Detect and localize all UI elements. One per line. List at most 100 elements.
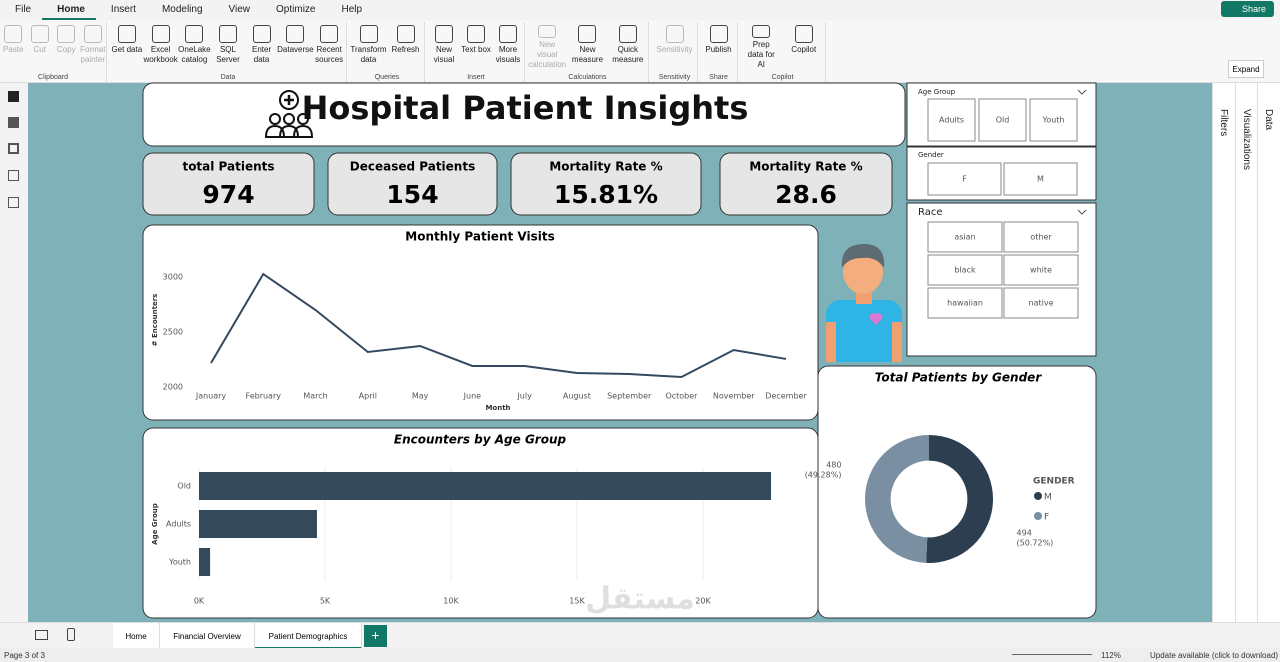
ribbon-button[interactable]: New visual xyxy=(428,22,460,70)
slicer-option-label: Youth xyxy=(1042,116,1065,125)
kpi-card xyxy=(142,152,315,216)
page-tab[interactable]: Patient Demographics xyxy=(255,623,362,649)
slicer-option[interactable] xyxy=(1029,98,1078,142)
button-icon xyxy=(4,25,23,43)
menu-item[interactable]: View xyxy=(228,4,251,15)
title-icon xyxy=(283,113,295,125)
slicer-option[interactable] xyxy=(927,287,1003,319)
slicer-option[interactable] xyxy=(1003,254,1079,286)
data-label: (49.28%) xyxy=(805,470,842,479)
slicer-option[interactable] xyxy=(927,98,976,142)
slicer-option[interactable] xyxy=(978,98,1027,142)
button-label: New measure xyxy=(571,45,604,64)
y-tick-label: 3000 xyxy=(163,273,183,282)
slicer-option-label: Adults xyxy=(939,116,964,125)
x-tick-label: February xyxy=(246,392,282,401)
button-icon xyxy=(286,25,305,43)
share-button[interactable]: Share xyxy=(1221,1,1274,17)
page-tab[interactable]: Home xyxy=(113,623,160,649)
x-tick-label: March xyxy=(303,392,327,401)
kpi-label: Deceased Patients xyxy=(350,160,475,174)
button-label: Transform data xyxy=(350,45,387,64)
ribbon-button[interactable]: Get data xyxy=(110,22,144,70)
slicer-title: Age Group xyxy=(918,88,956,96)
report-title: Hospital Patient Insights xyxy=(302,89,749,127)
ribbon-button[interactable]: New visual calculation xyxy=(528,22,566,70)
ribbon-button[interactable]: Cut xyxy=(27,22,54,70)
legend-title: GENDER xyxy=(1033,477,1075,487)
ribbon-button[interactable]: Excel workbook xyxy=(143,22,178,70)
table-view[interactable] xyxy=(8,117,19,128)
menu-item[interactable]: Optimize xyxy=(276,4,316,15)
ribbon-group: Publish Share xyxy=(700,22,738,82)
x-tick-label: 10K xyxy=(443,597,459,606)
menu-item[interactable]: Home xyxy=(42,0,96,20)
button-label: Copilot xyxy=(791,45,817,54)
report-view[interactable] xyxy=(8,91,19,102)
watermark: مستقل xyxy=(585,582,695,617)
desktop-icon[interactable] xyxy=(35,630,48,640)
ribbon-button[interactable]: Refresh xyxy=(389,22,423,70)
ribbon-button[interactable]: Paste xyxy=(0,22,27,70)
slicer-option[interactable] xyxy=(1003,221,1079,253)
tmdl-view[interactable] xyxy=(8,197,19,208)
ribbon-button[interactable]: Copilot xyxy=(787,22,821,70)
kpi-label: Mortality Rate % xyxy=(549,160,662,174)
ribbon-button[interactable]: Recent sources xyxy=(312,22,346,70)
line-chart xyxy=(142,224,819,421)
slicer-option-label: black xyxy=(954,266,976,275)
slicer-option[interactable] xyxy=(927,221,1003,253)
button-icon xyxy=(499,25,517,43)
model-view[interactable] xyxy=(8,143,19,154)
ribbon-button[interactable]: Prep data for AI xyxy=(744,22,778,70)
button-label: Cut xyxy=(33,45,46,54)
ribbon-button[interactable]: Enter data xyxy=(245,22,279,70)
zoom-slider[interactable] xyxy=(1012,654,1092,655)
slicer-option[interactable] xyxy=(927,162,1002,196)
title-icon xyxy=(279,90,299,110)
ribbon-button[interactable]: Copy xyxy=(53,22,80,70)
dax-view[interactable] xyxy=(8,170,19,181)
slicer-option[interactable] xyxy=(927,254,1003,286)
ribbon-button[interactable]: Dataverse xyxy=(277,22,314,70)
legend-marker xyxy=(1034,492,1042,500)
data-pane[interactable]: Data xyxy=(1257,83,1280,622)
update-notice[interactable]: Update available (click to download) xyxy=(1150,651,1279,660)
add-page[interactable]: + xyxy=(364,625,387,647)
ribbon-button[interactable]: SQL Server xyxy=(211,22,245,70)
ribbon-button[interactable]: Publish xyxy=(702,22,736,70)
ribbon-button[interactable]: Transform data xyxy=(350,22,387,70)
page-tab[interactable]: Financial Overview xyxy=(160,623,255,649)
pane-label: Visualizations xyxy=(1241,109,1252,170)
slicer-option[interactable] xyxy=(1003,287,1079,319)
ribbon-button[interactable]: OneLake catalog xyxy=(178,22,212,70)
x-tick-label: 20K xyxy=(695,597,711,606)
ribbon-button[interactable]: Text box xyxy=(460,22,492,70)
slicer-option-label: F xyxy=(962,175,967,184)
button-label: Get data xyxy=(111,45,143,54)
patient-illustration xyxy=(826,244,902,362)
ribbon-group: Paste Cut Copy Format painter Clipboard xyxy=(0,22,107,82)
x-tick-label: October xyxy=(665,392,698,401)
menu-item[interactable]: Insert xyxy=(110,4,136,15)
menu-item[interactable]: Modeling xyxy=(161,4,203,15)
ribbon-group: New visual Text box More visuals Insert xyxy=(428,22,525,82)
ribbon-button[interactable]: New measure xyxy=(570,22,604,70)
mobile-icon[interactable] xyxy=(67,628,75,641)
button-label: Publish xyxy=(705,45,732,54)
slicer-option[interactable] xyxy=(1003,162,1078,196)
menu-item[interactable]: Help xyxy=(341,4,363,15)
filters-pane[interactable]: Filters xyxy=(1212,83,1235,622)
ribbon-button[interactable]: Format painter xyxy=(80,22,107,70)
button-icon xyxy=(467,25,485,43)
group-label: Sensitivity xyxy=(658,74,691,81)
legend-marker xyxy=(1034,512,1042,520)
visualizations-pane[interactable]: Visualizations xyxy=(1235,83,1257,622)
x-tick-label: January xyxy=(195,392,227,401)
ribbon-button[interactable]: Sensitivity xyxy=(657,22,693,70)
ribbon-button[interactable]: More visuals xyxy=(492,22,524,70)
ribbon-button[interactable]: Quick measure xyxy=(611,22,645,70)
button-label: Paste xyxy=(3,45,24,54)
button-icon xyxy=(538,25,557,38)
menu-item[interactable]: File xyxy=(15,4,32,15)
